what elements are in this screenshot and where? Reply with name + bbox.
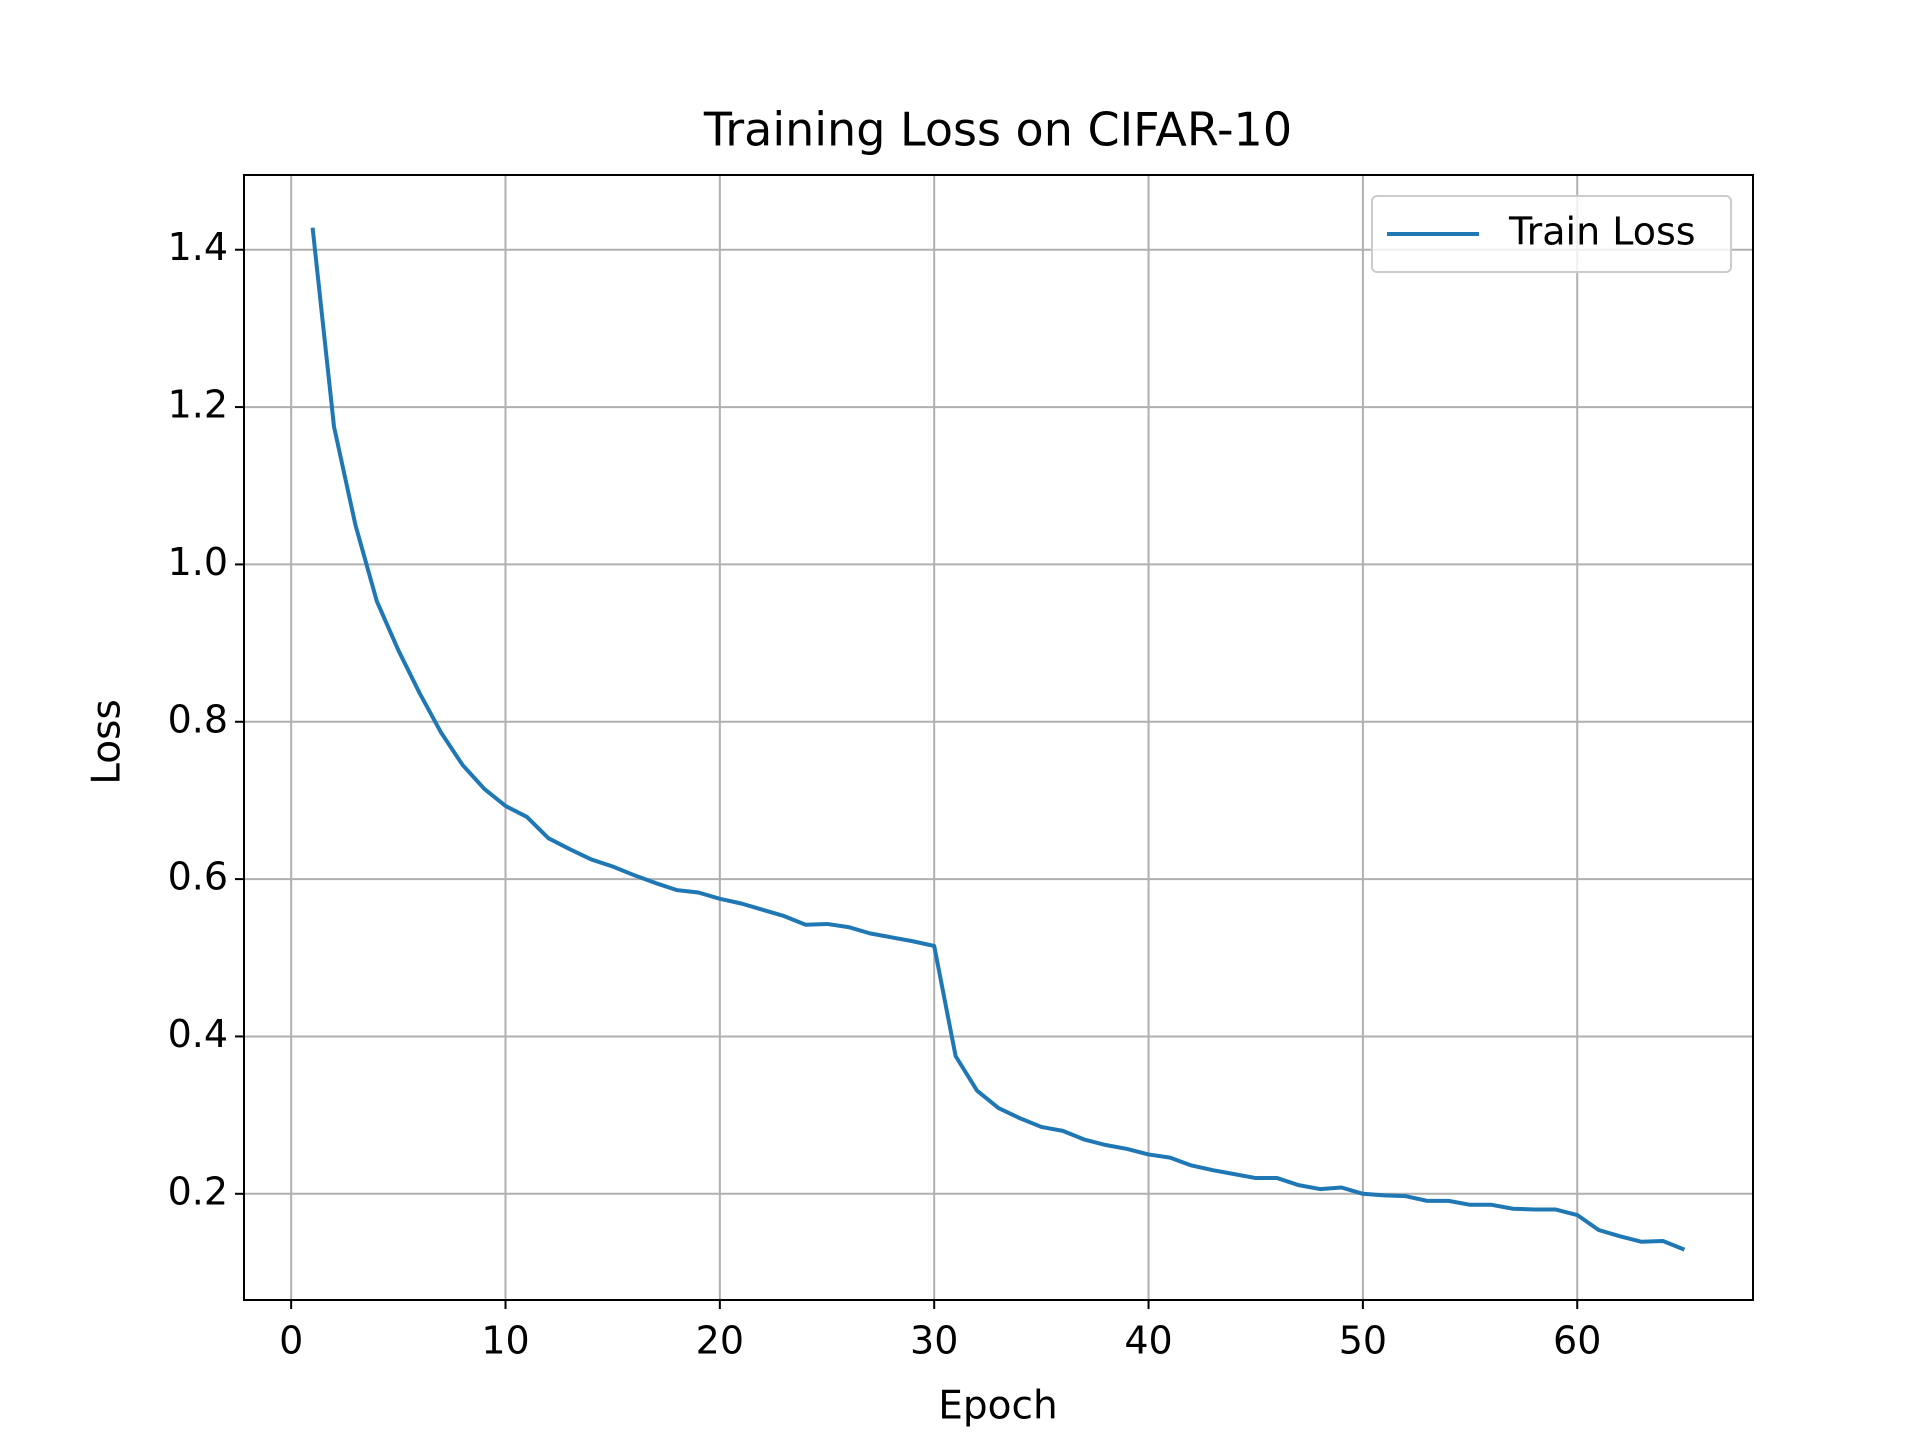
y-tick-label: 1.4	[168, 225, 228, 269]
x-axis-label: Epoch	[938, 1384, 1057, 1429]
plot-frame	[243, 174, 1754, 1301]
x-tick-label: 50	[1339, 1319, 1387, 1363]
y-tick-label: 0.6	[168, 855, 228, 899]
legend-box	[1371, 195, 1732, 273]
line-series	[310, 227, 1686, 1252]
legend-label: Train Loss	[1508, 210, 1696, 254]
x-tick-label: 0	[279, 1319, 303, 1363]
x-tick-label: 20	[696, 1319, 744, 1363]
x-tick-label: 10	[481, 1319, 529, 1363]
x-tick-label: 60	[1553, 1319, 1601, 1363]
y-axis-label: Loss	[85, 699, 130, 785]
y-tick-label: 0.4	[168, 1012, 228, 1056]
x-tick-label: 40	[1124, 1319, 1172, 1363]
y-tick-label: 0.8	[168, 697, 228, 741]
chart-title: Training Loss on CIFAR-10	[703, 103, 1292, 157]
y-tick-label: 0.2	[168, 1169, 228, 1213]
x-tick-label: 30	[910, 1319, 958, 1363]
y-tick-label: 1.2	[168, 383, 228, 427]
y-tick-label: 1.0	[168, 540, 228, 584]
